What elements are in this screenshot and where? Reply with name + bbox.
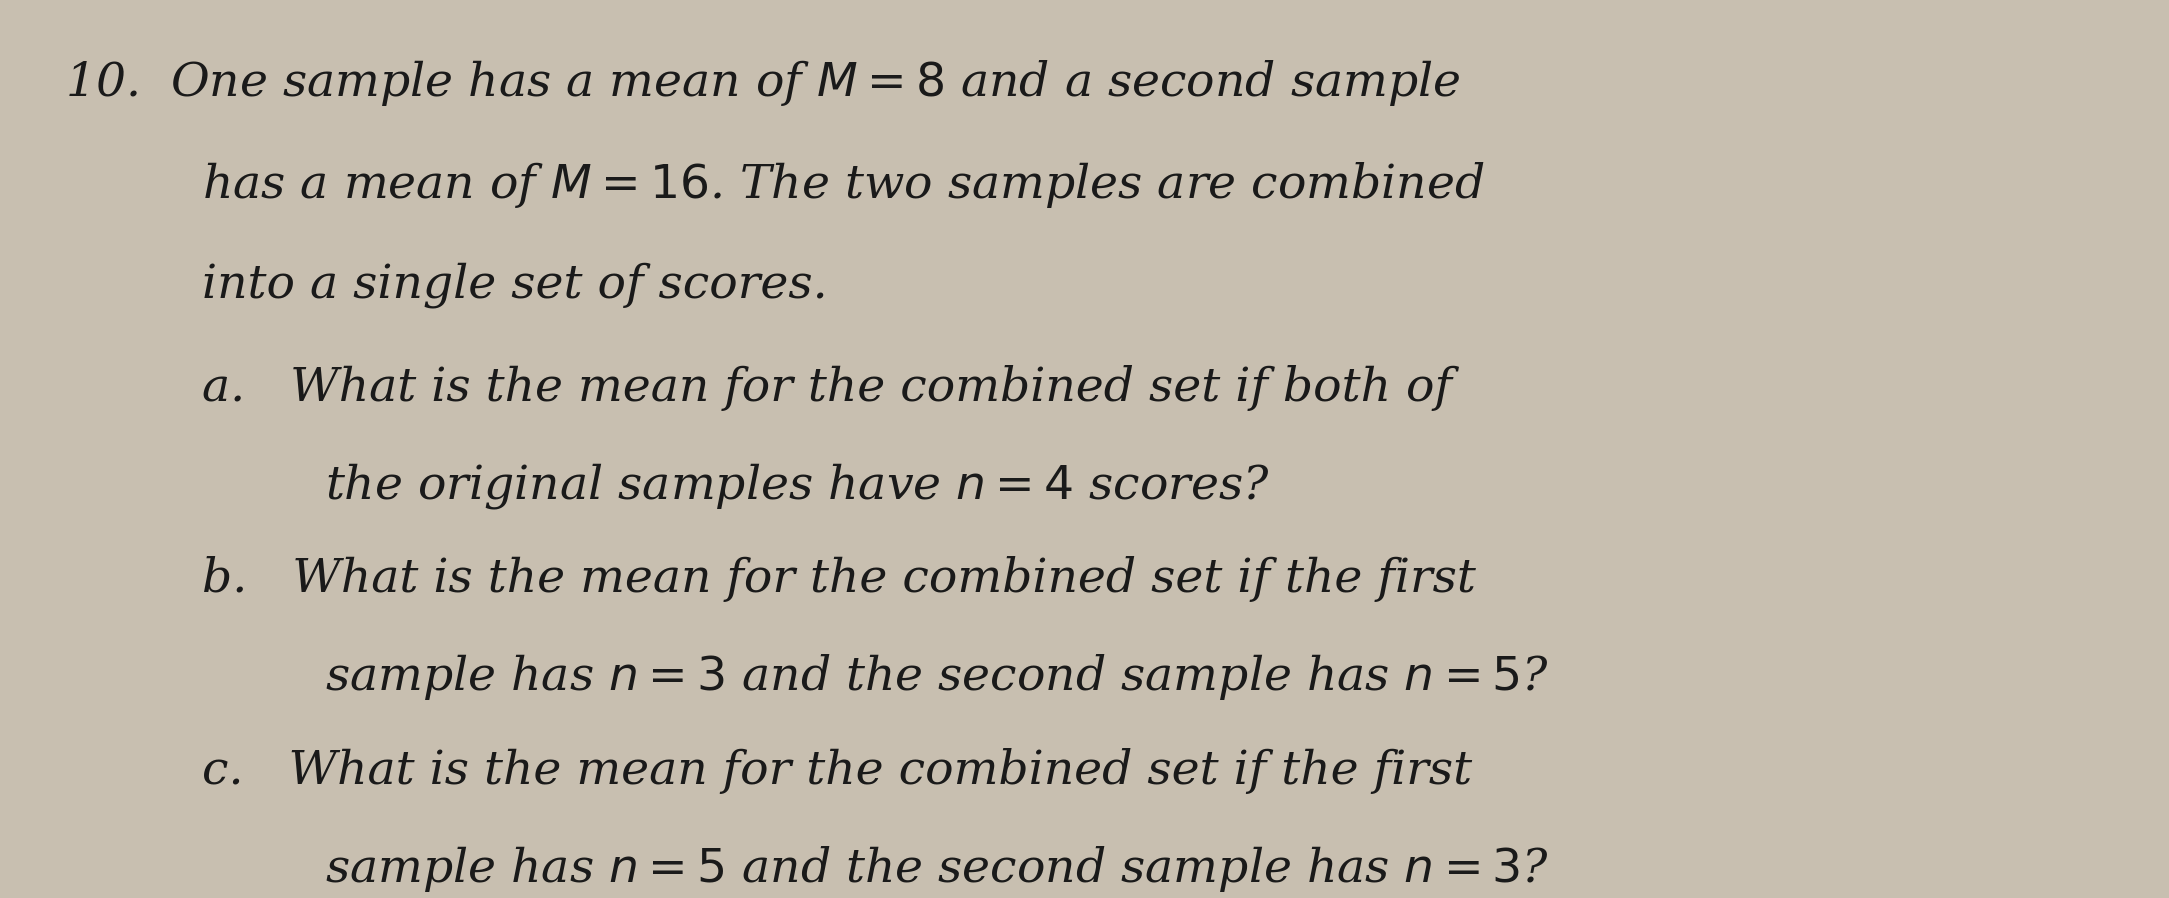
- Text: 10.  One sample has a mean of $M = 8$ and a second sample: 10. One sample has a mean of $M = 8$ and…: [65, 58, 1460, 109]
- Text: into a single set of scores.: into a single set of scores.: [202, 262, 826, 308]
- Text: a.   What is the mean for the combined set if both of: a. What is the mean for the combined set…: [202, 365, 1451, 410]
- Text: has a mean of $M = 16$. The two samples are combined: has a mean of $M = 16$. The two samples …: [202, 161, 1484, 210]
- Text: c.   What is the mean for the combined set if the first: c. What is the mean for the combined set…: [202, 748, 1473, 794]
- Text: the original samples have $n = 4$ scores?: the original samples have $n = 4$ scores…: [325, 461, 1271, 511]
- Text: sample has $n = 3$ and the second sample has $n = 5$?: sample has $n = 3$ and the second sample…: [325, 652, 1551, 702]
- Text: b.   What is the mean for the combined set if the first: b. What is the mean for the combined set…: [202, 557, 1475, 603]
- Text: sample has $n = 5$ and the second sample has $n = 3$?: sample has $n = 5$ and the second sample…: [325, 844, 1551, 894]
